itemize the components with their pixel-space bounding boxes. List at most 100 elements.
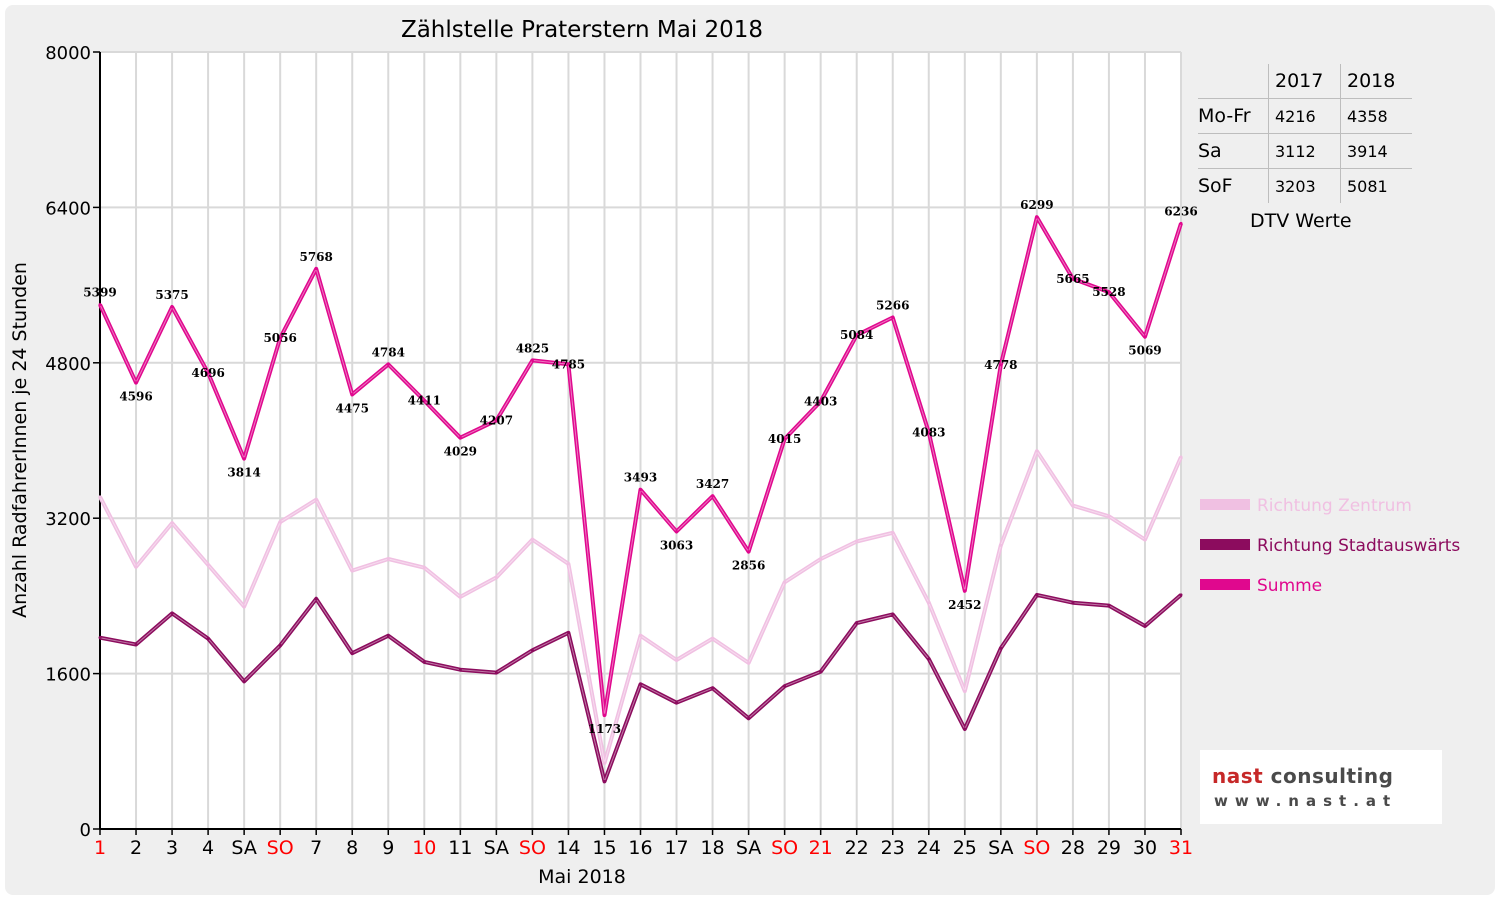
legend-label: Summe bbox=[1257, 576, 1322, 596]
data-label: 2856 bbox=[732, 559, 765, 573]
dtv-row-label: Mo-Fr bbox=[1198, 98, 1269, 134]
data-point bbox=[530, 538, 534, 542]
data-point bbox=[675, 658, 679, 662]
x-tick-label: 31 bbox=[1169, 837, 1193, 859]
data-point bbox=[639, 634, 642, 638]
data-label: 5528 bbox=[1092, 285, 1125, 299]
data-label: 4596 bbox=[119, 390, 152, 404]
data-point bbox=[1071, 277, 1075, 281]
data-point bbox=[855, 333, 859, 337]
y-tick-label: 0 bbox=[80, 820, 91, 841]
dtv-value-2017: 3112 bbox=[1268, 133, 1341, 169]
dtv-value-2018: 5081 bbox=[1340, 168, 1412, 203]
data-point bbox=[711, 494, 715, 498]
data-point bbox=[927, 430, 931, 434]
data-point bbox=[1071, 504, 1075, 508]
x-tick-label: 29 bbox=[1097, 837, 1121, 859]
data-point bbox=[1179, 455, 1183, 459]
data-point bbox=[819, 557, 823, 561]
data-point bbox=[602, 779, 606, 783]
data-point bbox=[278, 336, 282, 340]
data-point bbox=[675, 701, 679, 705]
data-point bbox=[350, 569, 354, 573]
data-label: 3814 bbox=[227, 466, 260, 480]
dtv-row-label: Sa bbox=[1198, 133, 1269, 169]
data-point bbox=[494, 575, 498, 579]
dtv-row: SoF 3203 5081 bbox=[1198, 168, 1412, 203]
data-point bbox=[314, 597, 318, 601]
data-point bbox=[530, 358, 534, 362]
legend-swatch bbox=[1200, 579, 1250, 590]
data-point bbox=[963, 727, 967, 731]
data-point bbox=[458, 595, 462, 599]
data-point bbox=[891, 612, 895, 616]
legend-swatch bbox=[1200, 539, 1250, 550]
x-tick-label: SA bbox=[988, 837, 1013, 859]
data-label: 5399 bbox=[83, 286, 116, 300]
data-point bbox=[170, 611, 174, 615]
data-point bbox=[134, 565, 138, 569]
x-tick-label: 15 bbox=[592, 837, 616, 859]
legend-swatch bbox=[1200, 499, 1250, 510]
data-label: 4029 bbox=[444, 445, 477, 459]
x-tick-label: 25 bbox=[953, 837, 977, 859]
data-point bbox=[134, 642, 138, 646]
x-tick-label: 14 bbox=[556, 837, 580, 859]
data-point bbox=[278, 520, 282, 524]
data-point bbox=[927, 657, 931, 661]
data-point bbox=[170, 521, 174, 525]
x-tick-label: 9 bbox=[382, 837, 394, 859]
data-point bbox=[314, 498, 318, 502]
x-tick-label: 8 bbox=[346, 837, 358, 859]
data-point bbox=[458, 668, 462, 672]
data-point bbox=[98, 303, 102, 307]
data-point bbox=[494, 418, 498, 422]
data-label: 4785 bbox=[552, 357, 585, 371]
data-point bbox=[783, 437, 787, 441]
data-label: 4696 bbox=[191, 366, 224, 380]
x-tick-label: 7 bbox=[310, 837, 322, 859]
data-point bbox=[386, 634, 390, 638]
data-point bbox=[242, 679, 246, 683]
data-point bbox=[999, 543, 1003, 547]
dtv-value-2018: 4358 bbox=[1340, 98, 1412, 134]
data-point bbox=[1035, 449, 1039, 453]
x-tick-label: 21 bbox=[809, 837, 833, 859]
data-label: 3063 bbox=[660, 539, 693, 553]
data-label: 5084 bbox=[840, 328, 873, 342]
dtv-table: 2017 2018 Mo-Fr 4216 4358 Sa 3112 3914 S… bbox=[1198, 64, 1412, 203]
data-point bbox=[242, 605, 246, 609]
data-point bbox=[386, 362, 390, 366]
data-point bbox=[747, 716, 751, 720]
x-tick-label: 22 bbox=[845, 837, 869, 859]
data-label: 5768 bbox=[299, 250, 332, 264]
data-label: 3427 bbox=[696, 477, 729, 491]
data-point bbox=[602, 761, 606, 765]
x-tick-label: 1 bbox=[94, 837, 106, 859]
x-tick-label: 10 bbox=[412, 837, 436, 859]
data-point bbox=[206, 637, 210, 641]
data-point bbox=[98, 495, 102, 499]
x-tick-label: 30 bbox=[1133, 837, 1157, 859]
y-axis-label: Anzahl RadfahrerInnen je 24 Stunden bbox=[9, 262, 31, 618]
data-point bbox=[1179, 221, 1183, 225]
data-point bbox=[891, 531, 895, 535]
data-point bbox=[927, 601, 931, 605]
data-label: 5056 bbox=[263, 331, 296, 345]
data-point bbox=[422, 566, 426, 570]
x-tick-label: SA bbox=[231, 837, 256, 859]
x-tick-label: 24 bbox=[917, 837, 941, 859]
x-tick-label: 2 bbox=[130, 837, 142, 859]
x-tick-label: 23 bbox=[881, 837, 905, 859]
data-point bbox=[999, 363, 1003, 367]
x-tick-label: 3 bbox=[166, 837, 178, 859]
dtv-row-label: SoF bbox=[1198, 175, 1233, 197]
data-point bbox=[1107, 604, 1111, 608]
data-point bbox=[98, 636, 102, 640]
data-point bbox=[602, 713, 606, 717]
data-point bbox=[566, 631, 570, 635]
data-point bbox=[1107, 290, 1111, 294]
data-point bbox=[422, 399, 426, 403]
legend: Richtung Zentrum Richtung Stadtauswärts Su… bbox=[1200, 496, 1460, 596]
